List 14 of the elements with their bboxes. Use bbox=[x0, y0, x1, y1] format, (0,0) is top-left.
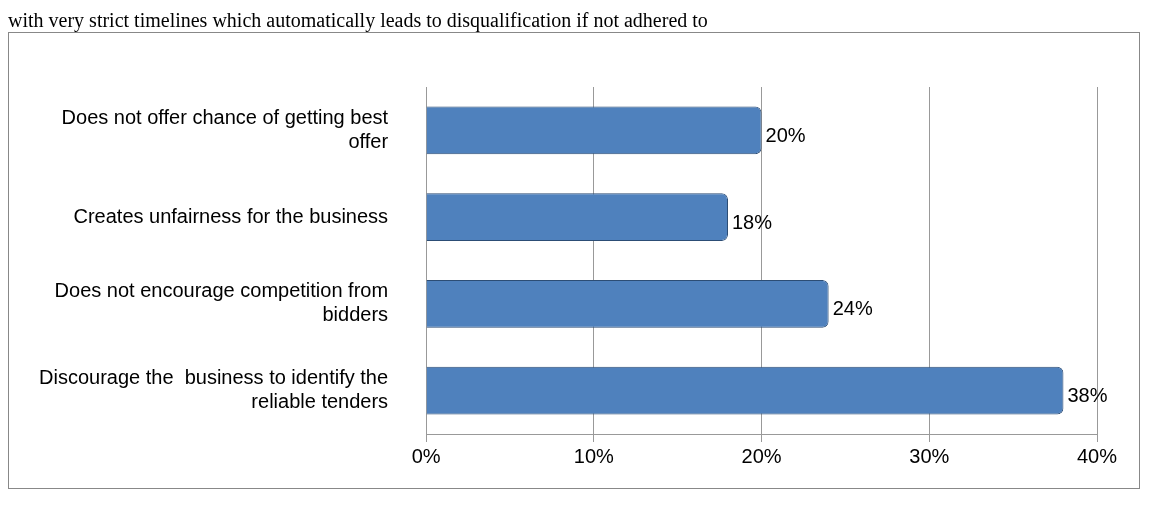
x-tick-label: 20% bbox=[741, 444, 782, 467]
y-tick-label: Creates unfairness for the business bbox=[73, 204, 389, 227]
x-tick-label: 10% bbox=[573, 444, 615, 467]
data-label: 18% bbox=[732, 210, 773, 233]
data-label: 24% bbox=[832, 297, 873, 320]
y-tick-label: Does not offer chance of getting best offer bbox=[61, 105, 389, 152]
data-label: 38% bbox=[1067, 384, 1108, 407]
text: with very strict timelines which automatically leads to disqualification if not adhered to bbox=[8, 8, 709, 32]
x-tick-label: 0% bbox=[411, 444, 441, 467]
data-label: 20% bbox=[765, 123, 806, 146]
x-tick-label: 40% bbox=[1076, 444, 1118, 467]
x-tick-label: 30% bbox=[909, 444, 950, 467]
y-tick-label: Discourage the business to identify the reliable tenders bbox=[39, 366, 389, 413]
y-tick-label: Does not encourage competition from bidders bbox=[54, 279, 389, 326]
